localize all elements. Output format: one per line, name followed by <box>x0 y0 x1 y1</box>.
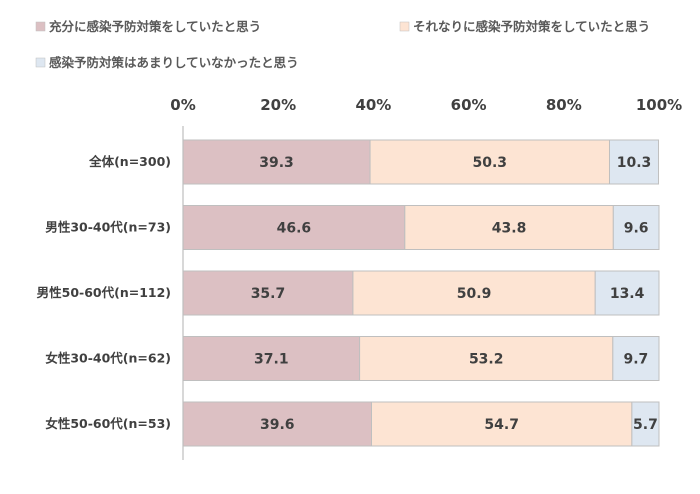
x-axis-ticks: 0% 20% 40% 60% 80% 100% <box>170 96 682 114</box>
bars: 39.3 50.3 10.3 46.6 43.8 9.6 35.7 50.9 13.4 37.1 5… <box>182 139 660 447</box>
category-label: 全体(n=300) <box>88 154 171 169</box>
data-label: 54.7 <box>484 417 519 433</box>
category-label: 女性30-40代(n=62) <box>45 351 171 366</box>
data-label: 9.6 <box>624 221 649 237</box>
bar-segment <box>370 401 633 447</box>
legend-swatch-2 <box>399 21 410 32</box>
bar-segment <box>594 270 660 316</box>
data-label: 39.3 <box>259 155 294 171</box>
data-label: 46.6 <box>277 221 312 237</box>
legend-label-1: 充分に感染予防対策をしていたと思う <box>49 19 261 34</box>
category-label: 男性30-40代(n=73) <box>45 220 171 235</box>
bar-segment <box>352 270 596 316</box>
data-label: 50.3 <box>473 155 508 171</box>
data-label: 35.7 <box>251 286 286 302</box>
legend-swatch-1 <box>35 21 46 32</box>
category-label: 女性50-60代(n=53) <box>45 416 171 431</box>
data-label: 10.3 <box>617 155 652 171</box>
data-label: 50.9 <box>457 286 492 302</box>
bar-segment <box>182 205 406 250</box>
x-tick-label: 0% <box>170 96 195 114</box>
legend: 充分に感染予防対策をしていたと思う それなりに感染予防対策をしていたと思う感染予防… <box>35 19 650 70</box>
data-label: 43.8 <box>492 221 527 237</box>
data-label: 5.7 <box>633 417 658 433</box>
bar-segment <box>182 336 361 381</box>
legend-label-2: それなりに感染予防対策をしていたと思う <box>413 19 650 34</box>
bar-segment <box>608 139 660 185</box>
bar-segment <box>182 401 372 447</box>
x-tick-label: 100% <box>636 96 682 114</box>
category-labels: 全体(n=300) 男性30-40代(n=73) 男性50-60代(n=112) 女性… <box>37 154 171 431</box>
bar-segment <box>631 401 660 447</box>
bar-segment <box>182 139 371 185</box>
data-label: 13.4 <box>610 286 645 302</box>
data-label: 37.1 <box>254 352 289 368</box>
legend-label-3: 感染予防対策はあまりしていなかったと思う <box>49 55 299 70</box>
bar-segment <box>612 205 660 250</box>
bar-segment <box>612 336 660 381</box>
legend-swatch-3 <box>35 57 46 68</box>
bar-segment <box>404 205 614 250</box>
category-label: 男性50-60代(n=112) <box>37 285 171 300</box>
x-tick-label: 60% <box>451 96 487 114</box>
bar-segment <box>369 139 610 185</box>
x-tick-label: 80% <box>546 96 582 114</box>
bar-segment <box>182 270 354 316</box>
x-tick-label: 20% <box>260 96 296 114</box>
x-tick-label: 40% <box>355 96 391 114</box>
data-label: 39.6 <box>260 417 295 433</box>
data-label: 53.2 <box>469 352 504 368</box>
data-label: 9.7 <box>624 352 649 368</box>
